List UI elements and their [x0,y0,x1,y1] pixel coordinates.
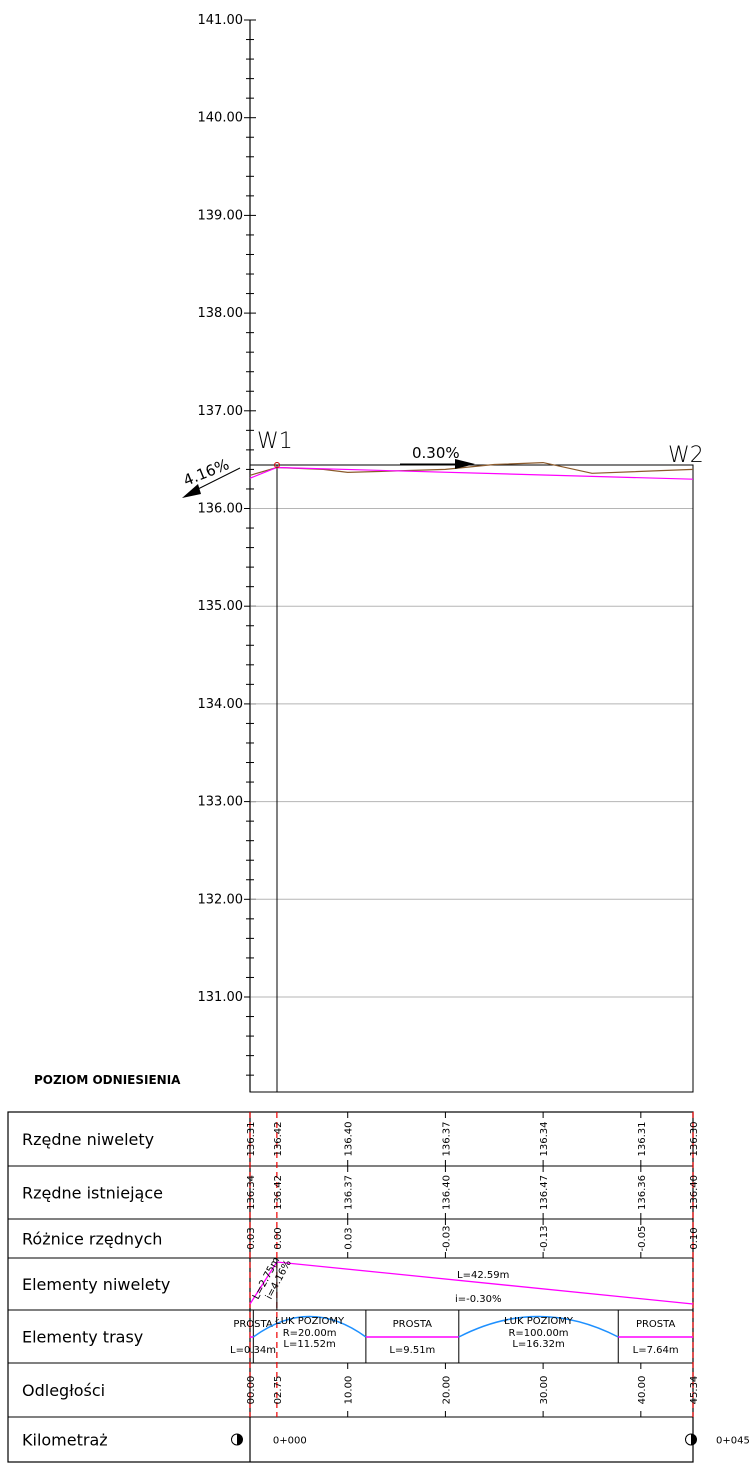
gridlines [250,508,693,998]
w1-point [274,462,280,468]
table-value: 136.31 [637,1122,648,1157]
table-value: 0.00 [273,1227,284,1249]
table-value: 30.00 [539,1376,550,1405]
table-value: 136.37 [441,1122,452,1157]
route-element-name: PROSTA [636,1319,676,1330]
y-tick-label: 138.00 [198,306,244,321]
reference-level-label: POZIOM ODNIESIENIA [34,1073,181,1087]
table-value: 136.40 [441,1175,452,1210]
y-tick-label: 136.00 [198,502,244,517]
table-row-label: Odległości [22,1381,105,1400]
slope-main-arrow-head [455,459,475,469]
table-value: 0.10 [689,1227,700,1249]
route-element-name: ŁUK POZIOMY [274,1316,345,1327]
y-tick-label: 139.00 [198,208,244,223]
w1-label: W1 [257,429,293,454]
table-row-label: Kilometraż [22,1431,108,1450]
table-value: 136.47 [539,1175,550,1210]
route-element-radius: R=20.00m [283,1328,337,1339]
route-element-name: PROSTA [233,1319,273,1330]
table-value: 00.00 [246,1376,257,1405]
table-value: 136.40 [689,1175,700,1210]
table-value: 136.31 [246,1122,257,1157]
table-row-label: Rzędne istniejące [22,1184,163,1203]
table-value: 10.00 [344,1376,355,1405]
table-value: 40.00 [637,1376,648,1405]
y-tick-label: 137.00 [198,404,244,419]
table-row-label: Rzędne niwelety [22,1130,154,1149]
route-element-length: L=11.52m [283,1339,335,1350]
table-value: 136.36 [637,1175,648,1210]
table-row-label: Elementy trasy [22,1328,143,1347]
table-value: 0.03 [246,1227,257,1249]
route-element-length: L=0.34m [230,1345,276,1356]
table-value: 02.75 [273,1376,284,1405]
y-tick-label: 134.00 [198,697,244,712]
route-element-length: L=7.64m [633,1345,679,1356]
route-element-length: L=16.32m [512,1339,564,1350]
route-element-name: PROSTA [393,1319,433,1330]
table-value: 20.00 [441,1376,452,1405]
route-element-length: L=9.51m [389,1345,435,1356]
table-row-label: Elementy niwelety [22,1275,170,1294]
y-tick-label: 133.00 [198,795,244,810]
table-value: -0.05 [637,1226,648,1252]
y-tick-label: 140.00 [198,111,244,126]
table-value: -0.03 [441,1226,452,1252]
y-tick-label: 132.00 [198,892,244,907]
route-arc [252,1315,367,1338]
slope-left-arrow-head [182,484,201,498]
table-value: 136.30 [689,1122,700,1157]
table-value: 136.42 [273,1122,284,1157]
table-value: 136.34 [539,1122,550,1157]
slope-main-annotation: 0.30% [400,444,475,469]
y-tick-label: 141.00 [198,13,244,28]
grade-main-slope: i=-0.30% [455,1294,502,1305]
km-start-marker-fill [237,1434,243,1445]
slope-main-label: 0.30% [412,444,460,462]
profile-table: Rzędne niwelety Rzędne istniejące Różnice … [7,1111,750,1463]
profile-frame [249,464,694,1093]
table-value: -0.13 [539,1226,550,1252]
y-tick-label: 135.00 [198,599,244,614]
elevation-labels: 141.00 140.00 139.00 138.00 137.00 136.00 135.… [198,13,244,1005]
slope-left-annotation: 4.16% [181,455,241,498]
y-tick-label: 131.00 [198,990,244,1005]
table-value: 45.34 [689,1376,700,1405]
route-element-radius: R=100.00m [508,1328,568,1339]
table-value: 136.34 [246,1175,257,1210]
table-row-label: Różnice rzędnych [22,1230,162,1249]
grade-main-length: L=42.59m [457,1270,509,1281]
route-arc [458,1315,619,1338]
table-value: 0.03 [344,1227,355,1249]
table-value: 136.37 [344,1175,355,1210]
w2-label: W2 [668,443,704,468]
km-start-label: 0+000 [273,1436,307,1447]
km-end-marker-fill [691,1434,697,1445]
table-value: 136.42 [273,1175,284,1210]
route-element-name: ŁUK POZIOMY [503,1316,574,1327]
km-end-label: 0+045 [716,1436,750,1447]
table-value: 136.40 [344,1122,355,1157]
